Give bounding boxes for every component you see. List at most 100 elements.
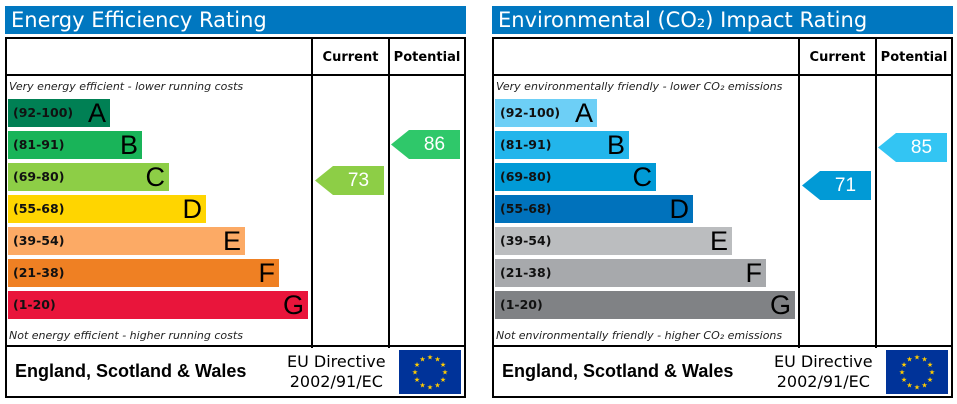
- band-range: (81-91): [500, 137, 552, 152]
- band-range: (55-68): [13, 201, 65, 216]
- footer-region: England, Scotland & Wales: [502, 361, 734, 381]
- band-letter: B: [606, 130, 625, 160]
- band-range: (69-80): [13, 169, 65, 184]
- current-rating-value: 71: [834, 175, 857, 196]
- potential-rating-arrow: 86: [391, 130, 460, 159]
- eu-flag-icon: ★ ★ ★ ★ ★ ★ ★ ★ ★ ★ ★ ★: [399, 350, 461, 394]
- svg-text:★: ★: [412, 369, 418, 377]
- band-bar-g: (1-20) G: [495, 290, 795, 320]
- band-letter: A: [574, 98, 593, 128]
- svg-text:★: ★: [906, 356, 912, 364]
- footer-region: England, Scotland & Wales: [15, 361, 247, 381]
- row-divider: [492, 345, 953, 347]
- band-range: (39-54): [13, 233, 65, 248]
- band-letter: B: [119, 130, 138, 160]
- band-letter: C: [145, 162, 166, 192]
- current-rating-arrow: 71: [802, 171, 871, 200]
- svg-text:★: ★: [440, 376, 446, 384]
- band-letter: E: [222, 226, 241, 256]
- band-letter: C: [632, 162, 653, 192]
- svg-text:★: ★: [914, 354, 920, 362]
- column-header-current: Current: [322, 50, 379, 65]
- band-bar-f: (21-38) F: [495, 258, 766, 288]
- svg-text:★: ★: [419, 381, 425, 389]
- column-divider: [311, 37, 313, 348]
- band-bar-b: (81-91) B: [495, 130, 629, 160]
- band-letter: A: [87, 98, 106, 128]
- potential-rating-value: 85: [910, 137, 933, 158]
- band-letter: E: [709, 226, 728, 256]
- svg-text:★: ★: [921, 381, 927, 389]
- top-note: Very environmentally friendly - lower CO…: [496, 80, 783, 93]
- svg-text:★: ★: [419, 356, 425, 364]
- band-bar-d: (55-68) D: [495, 194, 693, 224]
- svg-text:★: ★: [901, 361, 907, 369]
- directive-line2: 2002/91/EC: [289, 372, 383, 391]
- band-range: (21-38): [13, 265, 65, 280]
- band-range: (55-68): [500, 201, 552, 216]
- environmental-impact-panel: Environmental (CO₂) Impact Rating Current…: [492, 0, 953, 404]
- column-divider: [388, 37, 390, 348]
- band-letter: D: [182, 194, 203, 224]
- band-range: (1-20): [13, 297, 56, 312]
- energy-efficiency-panel: Energy Efficiency Rating Current Potential…: [5, 0, 466, 404]
- svg-text:★: ★: [434, 381, 440, 389]
- potential-rating-arrow: 85: [878, 133, 947, 162]
- svg-text:★: ★: [442, 369, 448, 377]
- row-divider: [5, 345, 466, 347]
- band-bar-g: (1-20) G: [8, 290, 308, 320]
- svg-text:★: ★: [906, 381, 912, 389]
- svg-text:★: ★: [427, 384, 433, 392]
- svg-text:★: ★: [901, 376, 907, 384]
- directive-line2: 2002/91/EC: [776, 372, 870, 391]
- band-range: (92-100): [500, 105, 561, 120]
- svg-text:★: ★: [914, 384, 920, 392]
- rating-frame: [492, 37, 953, 398]
- svg-text:★: ★: [899, 369, 905, 377]
- svg-text:★: ★: [927, 376, 933, 384]
- row-divider: [5, 74, 466, 76]
- bottom-note: Not environmentally friendly - higher CO…: [496, 329, 783, 342]
- band-range: (1-20): [500, 297, 543, 312]
- band-letter: G: [769, 290, 791, 320]
- svg-text:★: ★: [440, 361, 446, 369]
- current-rating-arrow: 73: [315, 166, 384, 195]
- band-bar-e: (39-54) E: [495, 226, 732, 256]
- column-header-potential: Potential: [393, 50, 461, 65]
- band-letter: G: [282, 290, 304, 320]
- column-header-potential: Potential: [880, 50, 948, 65]
- bottom-note: Not energy efficient - higher running co…: [9, 329, 243, 342]
- band-bar-d: (55-68) D: [8, 194, 206, 224]
- band-bar-a: (92-100) A: [495, 98, 597, 128]
- band-bar-e: (39-54) E: [8, 226, 245, 256]
- panel-title: Energy Efficiency Rating: [5, 6, 466, 34]
- band-bar-c: (69-80) C: [495, 162, 656, 192]
- column-header-current: Current: [809, 50, 866, 65]
- column-divider: [798, 37, 800, 348]
- band-range: (92-100): [13, 105, 74, 120]
- row-divider: [492, 74, 953, 76]
- eu-directive: EU Directive 2002/91/EC: [287, 352, 386, 392]
- panel-title: Environmental (CO₂) Impact Rating: [492, 6, 953, 34]
- band-bar-c: (69-80) C: [8, 162, 169, 192]
- band-range: (81-91): [13, 137, 65, 152]
- band-range: (39-54): [500, 233, 552, 248]
- directive-line1: EU Directive: [287, 352, 386, 371]
- band-bar-b: (81-91) B: [8, 130, 142, 160]
- rating-frame: [5, 37, 466, 398]
- eu-directive: EU Directive 2002/91/EC: [774, 352, 873, 392]
- directive-line1: EU Directive: [774, 352, 873, 371]
- svg-text:★: ★: [434, 356, 440, 364]
- band-bar-f: (21-38) F: [8, 258, 279, 288]
- svg-text:★: ★: [427, 354, 433, 362]
- current-rating-value: 73: [347, 170, 370, 191]
- band-letter: F: [258, 258, 276, 288]
- band-range: (21-38): [500, 265, 552, 280]
- svg-text:★: ★: [414, 376, 420, 384]
- band-letter: D: [669, 194, 690, 224]
- svg-text:★: ★: [921, 356, 927, 364]
- column-divider: [875, 37, 877, 348]
- top-note: Very energy efficient - lower running co…: [9, 80, 244, 93]
- band-bar-a: (92-100) A: [8, 98, 110, 128]
- eu-flag-icon: ★ ★ ★ ★ ★ ★ ★ ★ ★ ★ ★ ★: [886, 350, 948, 394]
